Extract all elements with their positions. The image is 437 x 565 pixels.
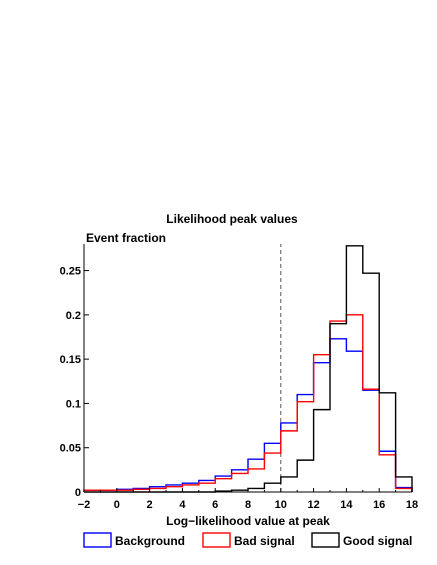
legend-label: Bad signal [234,534,295,548]
y-tick-label: 0 [75,487,81,499]
x-tick-label: 16 [373,499,385,511]
y-tick-label: 0.2 [66,310,81,322]
legend-label: Background [115,534,185,548]
y-axis-ticks: 0 0.05 0.1 0.15 0.2 0.25 [60,266,89,499]
y-tick-label: 0.05 [60,443,81,455]
chart-title: Likelihood peak values [166,212,298,226]
x-tick-label: 0 [114,499,120,511]
legend-swatch [202,532,231,548]
x-tick-label: −2 [78,499,91,511]
x-tick-label: 12 [307,499,319,511]
legend-swatch [83,532,112,548]
x-tick-label: 6 [212,499,218,511]
x-tick-label: 18 [406,499,418,511]
x-tick-label: 2 [147,499,153,511]
legend: Background Bad signal Good signal [83,532,412,548]
y-tick-label: 0.15 [60,354,81,366]
y-tick-label: 0.25 [60,266,81,278]
legend-item-background: Background [83,532,185,548]
legend-item-good-signal: Good signal [311,532,412,548]
x-tick-label: 4 [179,499,186,511]
x-tick-label: 8 [245,499,251,511]
x-tick-label: 14 [340,499,353,511]
legend-label: Good signal [343,534,412,548]
plot-area [83,244,413,493]
legend-swatch [311,532,340,548]
legend-item-bad-signal: Bad signal [202,532,295,548]
y-tick-label: 0.1 [66,398,81,410]
y-axis-label: Event fraction [86,231,166,245]
x-axis-ticks: −2 0 2 4 6 8 10 12 14 16 18 [78,488,418,511]
x-axis-label: Log−likelihood value at peak [166,514,330,528]
x-tick-label: 10 [275,499,287,511]
